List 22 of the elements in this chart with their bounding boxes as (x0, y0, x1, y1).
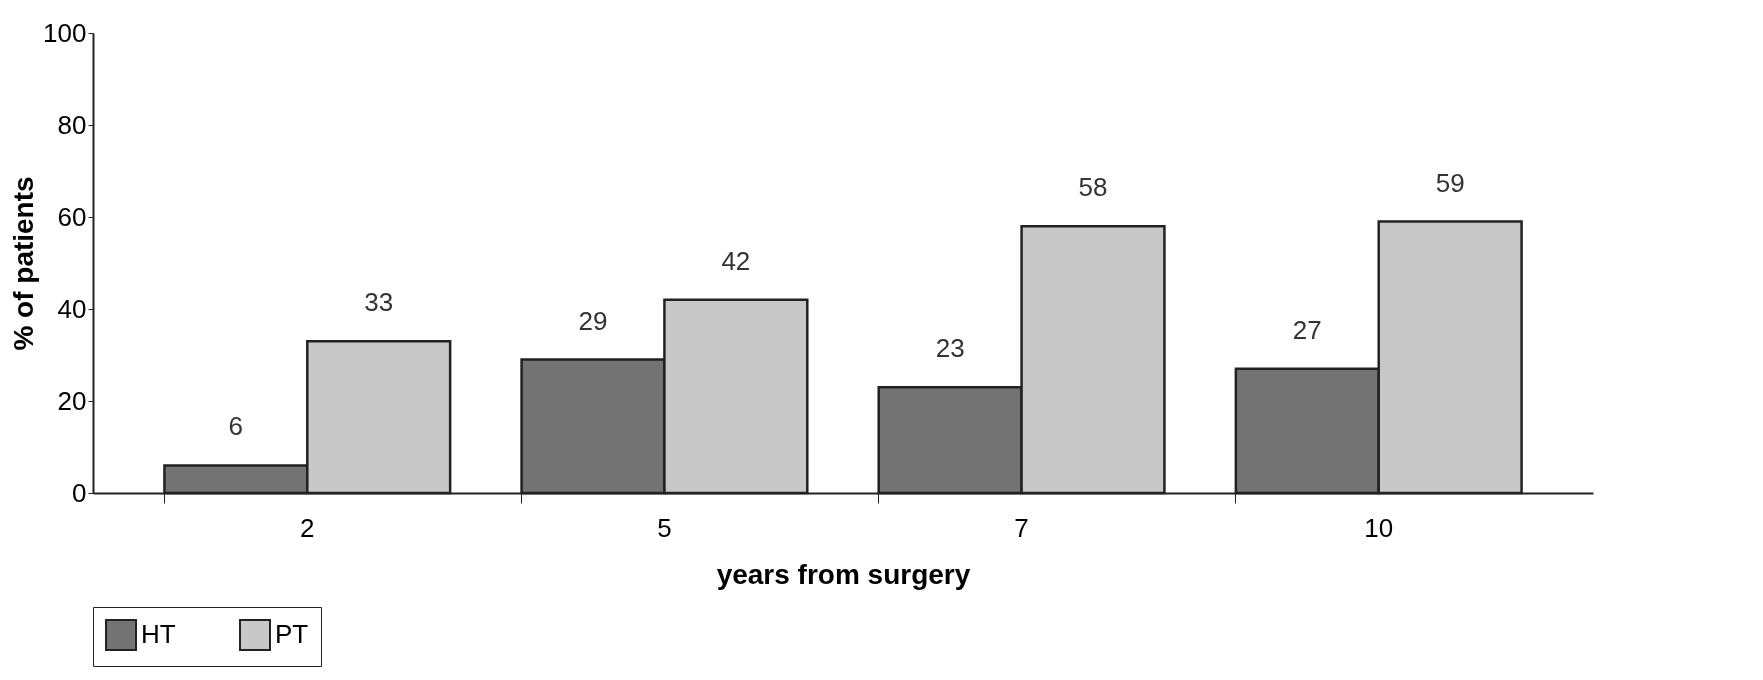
data-label: 59 (1435, 167, 1465, 198)
y-tick-label: 100 (43, 17, 87, 48)
data-label: 42 (721, 245, 751, 276)
y-tick-label: 20 (57, 385, 87, 416)
y-axis-title: % of patients (8, 176, 40, 351)
data-label: 6 (228, 411, 244, 442)
data-label: 29 (578, 305, 608, 336)
x-tick-label: 2 (300, 512, 315, 543)
x-tick-label: 5 (657, 512, 672, 543)
x-tick-label: 7 (1014, 512, 1029, 543)
data-label: 23 (935, 333, 965, 364)
x-tick-label: 10 (1364, 512, 1394, 543)
data-label: 33 (364, 287, 394, 318)
legend-label: HT (141, 619, 176, 649)
data-label: 58 (1078, 172, 1108, 203)
y-tick-label: 40 (57, 293, 87, 324)
y-tick-label: 60 (57, 201, 87, 232)
legend-label: PT (275, 619, 309, 649)
data-label: 27 (1292, 314, 1322, 345)
y-tick-label: 0 (72, 477, 87, 508)
x-axis-title: years from surgery (716, 558, 971, 590)
y-tick-label: 80 (57, 109, 87, 140)
